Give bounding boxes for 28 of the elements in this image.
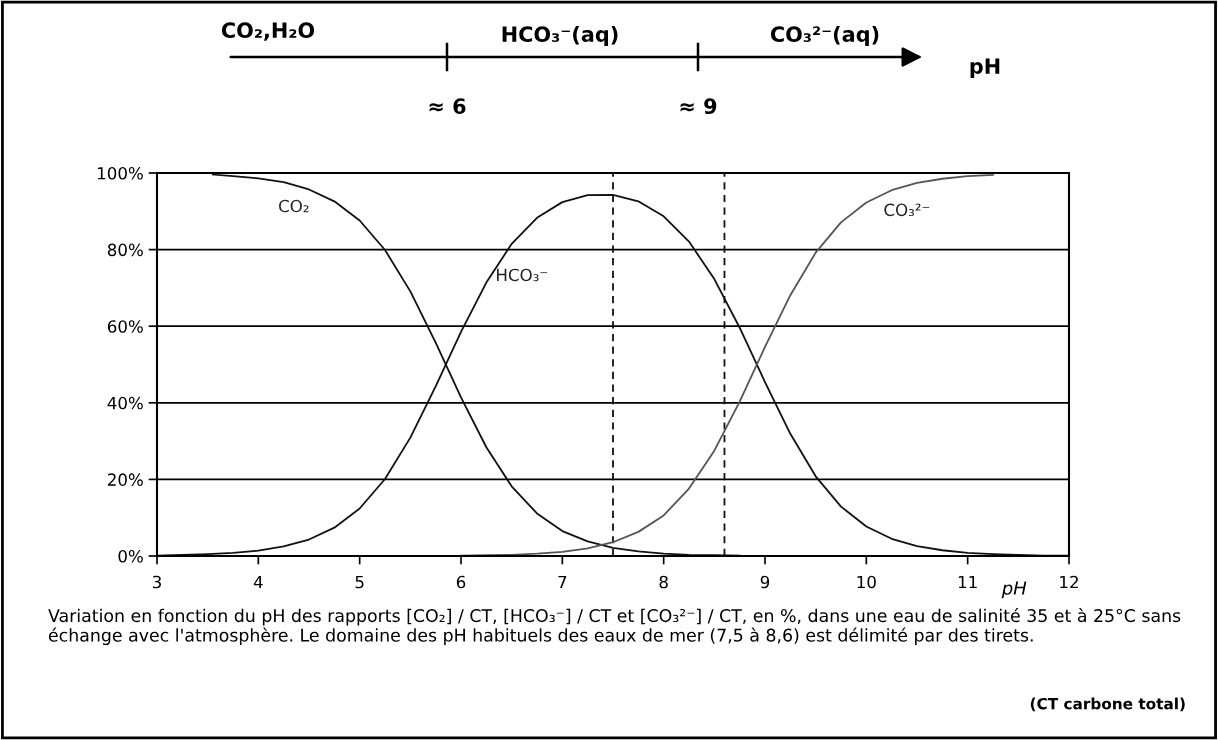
y-tick-label: 60% (107, 320, 143, 333)
x-tick-label: 5 (355, 575, 364, 589)
x-tick-label: 12 (1060, 575, 1078, 589)
series-label: HCO₃⁻ (497, 268, 548, 282)
series-label: CO₂ (279, 199, 309, 213)
x-tick-label: 6 (456, 575, 466, 589)
text: CO₂,H₂O (221, 22, 315, 41)
x-tick-label: 7 (558, 575, 567, 589)
text: ≈ 9 (680, 98, 717, 115)
y-tick-label: 20% (107, 473, 143, 486)
text: ≈ 6 (429, 98, 466, 115)
y-tick-label: 80% (107, 243, 143, 257)
text: HCO₃⁻(aq) (502, 25, 618, 47)
text: pH (970, 58, 1000, 79)
x-tick-label: 10 (857, 575, 876, 589)
series-label: CO₃²⁻ (884, 203, 930, 217)
y-tick-label: 100% (97, 166, 143, 180)
x-tick-label: 9 (760, 575, 770, 589)
text: (CT carbone total) (1030, 697, 1185, 712)
x-tick-label: 4 (253, 575, 263, 589)
x-tick-label: 3 (152, 575, 161, 589)
y-tick-label: 0% (118, 549, 143, 563)
y-tick-label: 40% (107, 396, 143, 410)
x-axis-title: pH (1001, 581, 1027, 599)
text: CO₃²⁻(aq) (770, 25, 879, 47)
x-tick-label: 8 (659, 575, 668, 589)
text: Variation en fonction du pH des rapports [CO₂] / CT, [HCO₃⁻] / CT et [CO₃²⁻] / CT, en %, dans une eau de salinité 35 et à 25°C sans échange avec l'atmosphère. Le domaine des pH habituels des eaux de mer (7,5 à 8,6) est délimité par des tirets. (48, 608, 1181, 646)
x-tick-label: 11 (958, 575, 977, 589)
